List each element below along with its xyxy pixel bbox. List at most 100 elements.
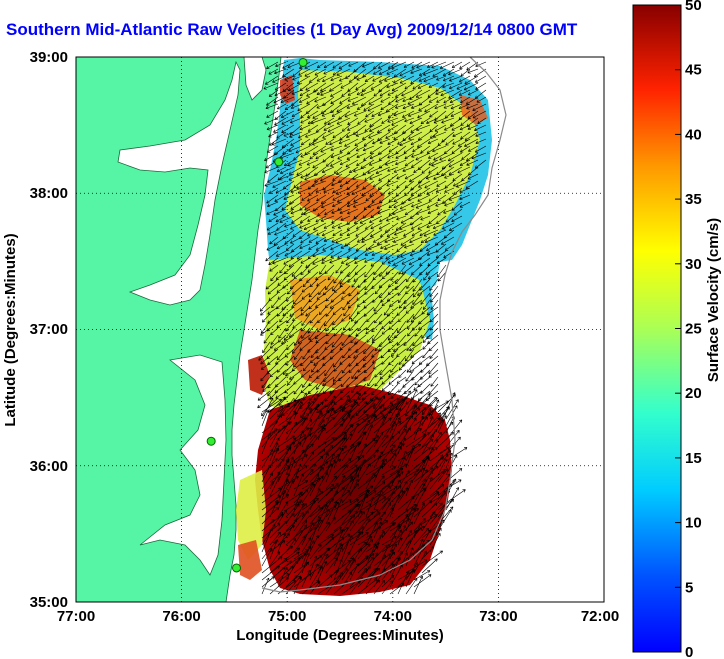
velocity-arrow bbox=[293, 417, 308, 434]
velocity-arrow bbox=[316, 383, 327, 397]
velocity-arrow bbox=[341, 414, 355, 434]
velocity-arrow bbox=[365, 552, 379, 574]
y-tick-label: 39:00 bbox=[30, 49, 68, 66]
velocity-arrow bbox=[405, 417, 417, 434]
station-marker bbox=[298, 57, 308, 67]
velocity-arrow bbox=[341, 409, 352, 427]
velocity-arrow bbox=[395, 96, 407, 103]
velocity-arrow bbox=[445, 487, 460, 511]
velocity-arrow bbox=[332, 229, 343, 236]
velocity-arrow bbox=[316, 229, 327, 236]
velocity-arrow bbox=[373, 89, 383, 97]
velocity-arrow bbox=[344, 110, 359, 118]
velocity-arrow bbox=[424, 103, 439, 113]
velocity-arrow bbox=[298, 68, 311, 76]
velocity-arrow bbox=[381, 383, 391, 392]
velocity-arrow bbox=[388, 187, 399, 195]
velocity-arrow bbox=[429, 502, 443, 518]
velocity-arrow bbox=[309, 75, 319, 83]
velocity-arrow bbox=[405, 428, 422, 441]
velocity-arrow bbox=[432, 145, 447, 153]
velocity-arrow bbox=[457, 138, 471, 147]
velocity-arrow bbox=[341, 292, 351, 300]
velocity-arrow bbox=[399, 201, 415, 210]
velocity-arrow bbox=[388, 201, 399, 209]
velocity-arrow bbox=[341, 257, 351, 264]
velocity-arrow bbox=[325, 475, 337, 490]
velocity-arrow bbox=[420, 236, 431, 244]
velocity-arrow bbox=[375, 166, 391, 175]
velocity-arrow bbox=[381, 537, 403, 553]
velocity-arrow bbox=[357, 566, 371, 581]
velocity-arrow bbox=[325, 320, 335, 332]
colorbar-tick-label: 20 bbox=[685, 385, 702, 402]
velocity-arrow bbox=[427, 208, 439, 215]
velocity-arrow bbox=[329, 257, 343, 264]
velocity-arrow bbox=[341, 503, 358, 525]
velocity-arrow bbox=[283, 257, 295, 265]
velocity-arrow bbox=[474, 124, 487, 132]
velocity-arrow bbox=[269, 471, 281, 490]
velocity-arrow bbox=[293, 573, 312, 588]
velocity-arrow bbox=[348, 75, 359, 83]
velocity-arrow bbox=[303, 222, 319, 231]
velocity-arrow bbox=[348, 166, 359, 174]
velocity-arrow bbox=[355, 145, 367, 152]
velocity-arrow bbox=[374, 376, 383, 387]
velocity-arrow bbox=[356, 159, 367, 166]
velocity-arrow bbox=[412, 285, 423, 298]
velocity-arrow bbox=[341, 520, 354, 539]
velocity-arrow bbox=[309, 544, 322, 560]
velocity-arrow bbox=[405, 389, 418, 413]
velocity-arrow bbox=[459, 194, 471, 201]
velocity-arrow bbox=[420, 215, 431, 221]
velocity-arrow bbox=[331, 208, 343, 214]
velocity-arrow bbox=[317, 416, 335, 434]
velocity-arrow bbox=[284, 187, 295, 196]
velocity-arrow bbox=[413, 469, 428, 490]
velocity-arrow bbox=[379, 89, 391, 97]
velocity-arrow bbox=[317, 488, 333, 504]
velocity-arrow bbox=[388, 369, 399, 378]
velocity-arrow bbox=[269, 341, 279, 349]
velocity-arrow bbox=[309, 152, 319, 160]
velocity-arrow bbox=[261, 376, 271, 389]
velocity-arrow bbox=[364, 250, 375, 256]
velocity-arrow bbox=[285, 369, 295, 377]
velocity-arrow bbox=[298, 159, 311, 166]
velocity-arrow bbox=[308, 327, 319, 341]
velocity-arrow bbox=[373, 520, 389, 532]
velocity-arrow bbox=[365, 512, 381, 525]
velocity-arrow bbox=[421, 476, 433, 497]
velocity-arrow bbox=[267, 285, 279, 295]
velocity-arrow bbox=[366, 313, 375, 322]
velocity-arrow bbox=[273, 124, 287, 133]
velocity-arrow bbox=[397, 540, 411, 560]
velocity-arrow bbox=[340, 82, 351, 89]
velocity-arrow bbox=[277, 533, 290, 546]
velocity-arrow bbox=[428, 159, 439, 166]
velocity-arrow bbox=[387, 327, 399, 341]
velocity-arrow bbox=[348, 243, 359, 251]
velocity-arrow bbox=[268, 68, 279, 75]
velocity-arrow bbox=[412, 82, 423, 90]
velocity-arrow bbox=[291, 341, 303, 354]
velocity-arrow bbox=[421, 457, 430, 476]
velocity-arrow bbox=[430, 376, 439, 387]
velocity-arrow bbox=[292, 313, 303, 322]
x-tick-label: 75:00 bbox=[268, 608, 306, 625]
velocity-arrow bbox=[458, 103, 471, 110]
velocity-arrow bbox=[458, 75, 471, 83]
velocity-arrow bbox=[264, 75, 279, 85]
velocity-arrow bbox=[381, 327, 391, 335]
velocity-arrow bbox=[262, 341, 271, 354]
velocity-arrow bbox=[297, 103, 311, 112]
velocity-arrow bbox=[389, 523, 401, 546]
velocity-arrow bbox=[429, 432, 443, 448]
velocity-arrow bbox=[405, 433, 427, 448]
velocity-arrow bbox=[437, 138, 447, 146]
velocity-arrow bbox=[314, 68, 327, 76]
velocity-arrow bbox=[441, 117, 455, 124]
velocity-arrow bbox=[307, 320, 319, 334]
velocity-arrow bbox=[381, 271, 391, 280]
